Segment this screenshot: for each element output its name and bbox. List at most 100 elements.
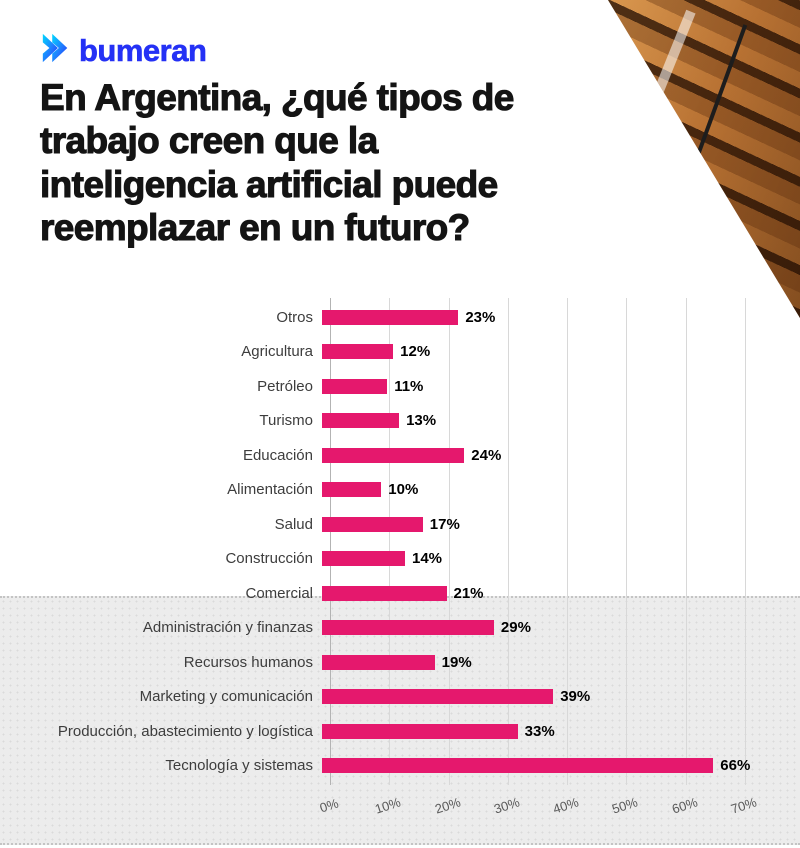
gridline	[567, 298, 569, 785]
bar-area: 33%	[322, 714, 555, 749]
wood-beams	[608, 0, 800, 318]
title-line: reemplazar en un futuro?	[39, 206, 470, 248]
chart-row: Agricultura 12%	[0, 335, 780, 370]
gridline	[507, 298, 509, 785]
bar-area: 13%	[322, 404, 436, 439]
gridline	[745, 298, 746, 785]
bar-chart: Otros 23% Agricultura 12% Petróleo 11% Turismo…	[0, 298, 800, 840]
ceiling-photo	[608, 0, 800, 318]
bar	[322, 482, 382, 498]
category-label: Otros	[276, 308, 313, 326]
category-label: Tecnología y sistemas	[165, 757, 313, 775]
bar	[322, 620, 494, 636]
x-tick-label: 60%	[669, 794, 700, 817]
category-label: Agricultura	[241, 343, 313, 361]
bar-value-label: 21%	[453, 584, 484, 602]
bar-value-label: 24%	[471, 446, 502, 464]
x-tick-label: 70%	[729, 794, 759, 817]
chart-row: Alimentación 10%	[0, 473, 780, 508]
bar	[322, 758, 714, 774]
gridline	[626, 298, 628, 785]
x-axis: 0% 10% 20% 30% 40% 50% 60% 70%	[318, 792, 759, 828]
bar-area: 24%	[322, 438, 501, 473]
chart-row: Tecnología y sistemas 66%	[0, 749, 780, 784]
page-title: En Argentina, ¿qué tipos de trabajo cree…	[39, 76, 514, 249]
gridlines	[330, 298, 746, 785]
x-tick-label: 0%	[317, 795, 341, 816]
category-label: Salud	[274, 515, 313, 533]
title-line: inteligencia artificial puede	[39, 163, 498, 205]
chart-row: Comercial 21%	[0, 576, 780, 611]
bar	[322, 447, 465, 463]
bar	[322, 309, 459, 325]
category-label: Educación	[242, 446, 313, 464]
chart-row: Salud 17%	[0, 507, 780, 542]
bar	[322, 551, 405, 567]
bar-value-label: 39%	[560, 688, 591, 706]
bar-value-label: 23%	[465, 308, 496, 326]
category-label: Construcción	[225, 550, 313, 568]
bar-value-label: 12%	[400, 343, 431, 361]
highlight-band	[0, 596, 800, 845]
bar-value-label: 19%	[441, 653, 472, 671]
category-label: Turismo	[259, 412, 313, 430]
bar-value-label: 14%	[412, 550, 443, 568]
x-tick-label: 40%	[551, 794, 581, 817]
bar-value-label: 33%	[524, 722, 555, 740]
bar-area: 21%	[322, 576, 484, 611]
bar-value-label: 11%	[394, 377, 424, 395]
category-label: Producción, abastecimiento y logística	[57, 722, 313, 740]
chart-row: Petróleo 11%	[0, 369, 780, 404]
gridline	[389, 298, 391, 785]
bar-area: 10%	[322, 473, 418, 508]
bar	[322, 413, 400, 429]
gridline	[448, 298, 450, 785]
chart-row: Construcción 14%	[0, 542, 780, 577]
category-label: Administración y finanzas	[142, 619, 313, 637]
category-label: Comercial	[245, 584, 313, 602]
bar-area: 23%	[322, 300, 495, 335]
x-tick-label: 50%	[610, 794, 640, 817]
bar-area: 19%	[322, 645, 472, 680]
chart-row: Turismo 13%	[0, 404, 780, 439]
chart-row: Educación 24%	[0, 438, 780, 473]
bar	[322, 516, 423, 532]
bumeran-logo: bumeran	[40, 32, 208, 69]
bar	[322, 344, 394, 360]
x-tick-label: 10%	[373, 794, 403, 817]
photo-highlight	[608, 9, 696, 311]
bar-area: 39%	[322, 680, 590, 715]
bumeran-chevron-icon	[40, 32, 72, 69]
bar-area: 66%	[322, 749, 750, 784]
bar-area: 17%	[322, 507, 460, 542]
category-label: Marketing y comunicación	[139, 688, 313, 706]
logo-text: bumeran	[79, 32, 208, 68]
bar	[322, 654, 435, 670]
bar	[322, 585, 447, 601]
chart-row: Producción, abastecimiento y logística 33…	[0, 714, 780, 749]
category-label: Recursos humanos	[183, 653, 313, 671]
chart-row: Administración y finanzas 29%	[0, 611, 780, 646]
gridline	[330, 298, 331, 785]
chart-rows: Otros 23% Agricultura 12% Petróleo 11% Turismo…	[0, 300, 780, 783]
bar-area: 14%	[322, 542, 442, 577]
bar	[322, 378, 388, 394]
chart-row: Recursos humanos 19%	[0, 645, 780, 680]
bar	[322, 723, 518, 739]
bar	[322, 689, 554, 705]
title-line: En Argentina, ¿qué tipos de	[39, 76, 514, 118]
category-label: Alimentación	[227, 481, 313, 499]
chart-row: Marketing y comunicación 39%	[0, 680, 780, 715]
gridline	[685, 298, 687, 785]
bar-value-label: 66%	[720, 757, 751, 775]
chart-row: Otros 23%	[0, 300, 780, 335]
category-label: Petróleo	[257, 377, 313, 395]
bar-area: 11%	[322, 369, 423, 404]
bar-value-label: 29%	[500, 619, 531, 637]
title-line: trabajo creen que la	[39, 120, 378, 162]
bar-value-label: 10%	[388, 481, 419, 499]
bar-area: 29%	[322, 611, 531, 646]
x-tick-label: 30%	[491, 794, 522, 817]
bar-area: 12%	[322, 335, 430, 370]
